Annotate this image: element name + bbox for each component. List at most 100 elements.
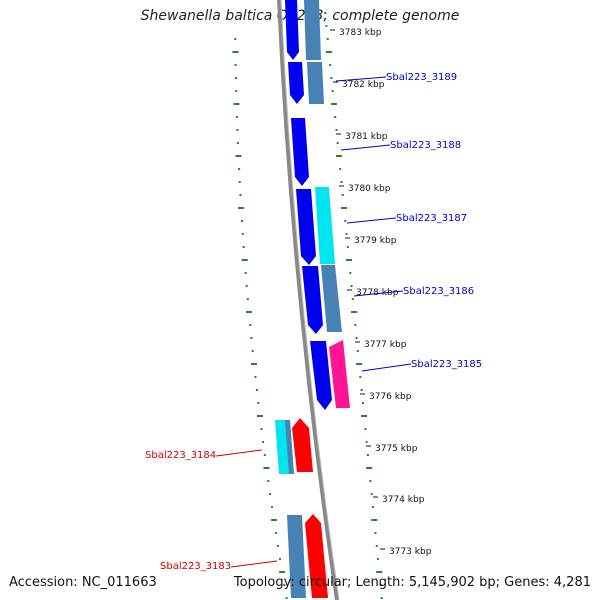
gene-block[interactable] xyxy=(321,265,342,332)
ring-dot xyxy=(360,389,363,391)
ring-dot xyxy=(251,363,257,365)
gene-arrow[interactable] xyxy=(305,514,328,598)
forward-strand-genes xyxy=(285,0,332,410)
ring-dot xyxy=(260,428,263,430)
ring-dot xyxy=(354,324,357,326)
gene-label[interactable]: Sbal223_3186 xyxy=(403,286,474,297)
ring-dot xyxy=(349,272,352,274)
ring-dot xyxy=(374,532,377,534)
ring-dot xyxy=(283,584,286,586)
topology-text: Topology: circular; Length: 5,145,902 bp… xyxy=(233,575,591,590)
ring-dot xyxy=(375,545,378,547)
gene-label[interactable]: Sbal223_3183 xyxy=(160,561,231,572)
ring-dot xyxy=(361,402,364,404)
ring-dot xyxy=(351,311,358,313)
ring-dot xyxy=(270,519,277,521)
ring-dot xyxy=(345,233,348,235)
ring-dot xyxy=(361,415,368,417)
accession-text: Accession: NC_011663 xyxy=(9,575,157,590)
label-leader-line xyxy=(215,449,263,457)
ring-dot xyxy=(235,90,238,92)
gene-label[interactable]: Sbal223_3188 xyxy=(390,140,461,151)
gene-arrow[interactable] xyxy=(288,62,304,104)
ring-dot xyxy=(256,415,263,417)
ring-dot xyxy=(371,519,378,521)
ring-dot xyxy=(234,38,237,40)
tick-label: 3780 kbp xyxy=(348,184,391,194)
tick-label: 3777 kbp xyxy=(364,340,407,350)
ring-dot xyxy=(246,311,252,313)
ring-dot xyxy=(235,116,238,118)
backbone-arc xyxy=(277,0,339,600)
ring-dot xyxy=(238,168,241,170)
ring-dot xyxy=(379,584,382,586)
ring-dot xyxy=(271,506,273,508)
ring-dot xyxy=(346,246,349,248)
tick-label: 3782 kbp xyxy=(342,80,385,90)
tick-label: 3774 kbp xyxy=(382,495,425,505)
outer-lane-genes xyxy=(304,0,350,408)
ring-dot xyxy=(250,337,253,339)
gene-arrow[interactable] xyxy=(329,340,350,408)
ring-dot xyxy=(236,142,239,144)
tick-label: 3776 kbp xyxy=(369,392,412,402)
ring-dot xyxy=(370,493,373,495)
ring-dot xyxy=(359,376,362,378)
ring-dot xyxy=(356,363,363,365)
gene-labels: Sbal223_3189 Sbal223_3188 Sbal223_3187 Sbal… xyxy=(145,72,482,572)
ring-dot xyxy=(355,337,358,339)
ring-dot xyxy=(376,571,383,573)
gene-block[interactable] xyxy=(304,0,321,60)
gene-block[interactable] xyxy=(287,515,306,598)
ring-dot xyxy=(279,558,281,560)
ring-dot xyxy=(330,77,333,79)
ring-dot xyxy=(331,90,334,92)
ring-dot xyxy=(366,467,373,469)
gene-label[interactable]: Sbal223_3189 xyxy=(386,72,457,83)
ring-dot xyxy=(356,350,359,352)
ring-dot xyxy=(269,493,272,495)
ring-dot xyxy=(267,480,270,482)
ring-dot xyxy=(364,428,367,430)
ring-dot xyxy=(326,38,329,40)
ring-dot xyxy=(246,298,249,300)
gene-block[interactable] xyxy=(315,187,335,264)
gene-arrow[interactable] xyxy=(292,418,313,472)
ring-dot xyxy=(331,103,337,105)
ring-dot xyxy=(251,350,254,352)
ring-dot xyxy=(341,207,347,209)
left-dotted-ring xyxy=(232,38,288,599)
ring-dot xyxy=(262,441,265,443)
ring-dot xyxy=(340,181,343,183)
ring-dot xyxy=(336,155,342,157)
gene-label[interactable]: Sbal223_3185 xyxy=(411,359,482,370)
ring-dot xyxy=(235,155,242,157)
gene-arrow[interactable] xyxy=(296,189,316,265)
ring-dot xyxy=(324,12,327,14)
gene-arrow[interactable] xyxy=(291,118,309,186)
tick-label: 3781 kbp xyxy=(345,132,388,142)
ring-dot xyxy=(371,506,374,508)
ring-dot xyxy=(344,220,347,222)
ring-dot xyxy=(334,116,337,118)
ring-dot xyxy=(263,454,266,456)
gene-arrow[interactable] xyxy=(302,266,323,334)
backbone-arc-highlight xyxy=(280,0,340,600)
ring-dot xyxy=(365,441,368,443)
gene-label[interactable]: Sbal223_3184 xyxy=(145,450,216,461)
ring-dot xyxy=(329,64,332,66)
ring-dot xyxy=(285,597,288,599)
ring-dot xyxy=(238,181,241,183)
gene-block[interactable] xyxy=(285,420,294,474)
ring-dot xyxy=(234,64,237,66)
gene-block[interactable] xyxy=(307,62,324,104)
ring-dot xyxy=(351,298,354,300)
gene-arrow[interactable] xyxy=(285,0,299,60)
ring-dot xyxy=(242,246,245,248)
gene-label[interactable]: Sbal223_3187 xyxy=(396,213,467,224)
ring-dot xyxy=(380,597,383,599)
gene-arrow[interactable] xyxy=(310,341,332,410)
label-leader-line xyxy=(340,144,391,151)
tick-label: 3778 kbp xyxy=(356,288,399,298)
